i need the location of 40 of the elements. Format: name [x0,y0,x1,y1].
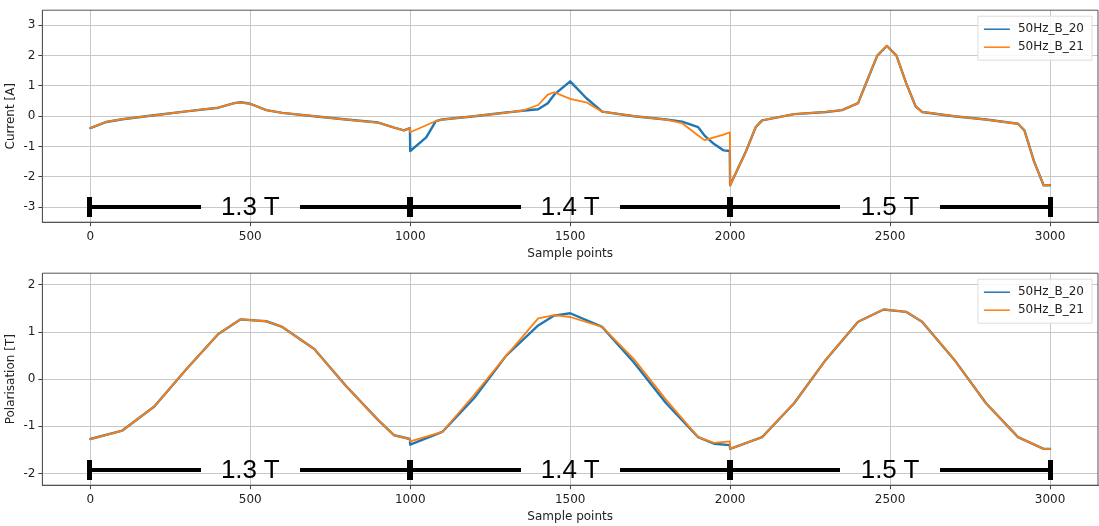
x-tick-label: 2000 [714,228,746,243]
annotation: 1.4 T [540,191,600,222]
annotation: 1.5 T [860,454,920,485]
x-tick-label: 1500 [554,228,586,243]
x-tick-label: 500 [238,228,262,243]
annotation: 1.3 T [220,454,280,485]
x-tick-label: 1000 [394,228,426,243]
x-tick-label: 0 [86,228,95,243]
y-tick-label: 2 [27,277,36,292]
x-axis-title: Sample points [527,245,614,260]
legend-label: 50Hz_B_21 [1017,302,1084,317]
y-tick-label: -2 [23,465,36,480]
x-tick-label: 3000 [1034,228,1066,243]
annotation: 1.3 T [220,191,280,222]
y-axis-title: Polarisation [T] [3,334,18,425]
x-tick-label: 2500 [874,491,906,506]
y-tick-label: 3 [27,17,36,32]
legend-label: 50Hz_B_20 [1017,284,1084,299]
y-axis-title: Current [A] [3,82,18,150]
x-axis-title: Sample points [527,508,614,523]
annotation: 1.4 T [540,454,600,485]
annotation: 1.5 T [860,191,920,222]
legend-label: 50Hz_B_21 [1017,39,1084,54]
x-tick-label: 2000 [714,491,746,506]
x-tick-label: 3000 [1034,491,1066,506]
x-tick-label: 0 [86,491,95,506]
y-tick-label: 0 [27,108,36,123]
x-tick-label: 500 [238,491,262,506]
y-tick-label: 2 [27,47,36,62]
y-tick-label: -1 [23,138,36,153]
y-tick-label: -3 [23,199,36,214]
y-tick-label: 1 [27,78,36,93]
y-tick-label: 1 [27,324,36,339]
y-tick-label: -1 [23,418,36,433]
x-tick-label: 1500 [554,491,586,506]
x-tick-label: 2500 [874,228,906,243]
x-tick-label: 1000 [394,491,426,506]
legend-label: 50Hz_B_20 [1017,21,1084,36]
y-tick-label: 0 [27,371,36,386]
y-tick-label: -2 [23,168,36,183]
